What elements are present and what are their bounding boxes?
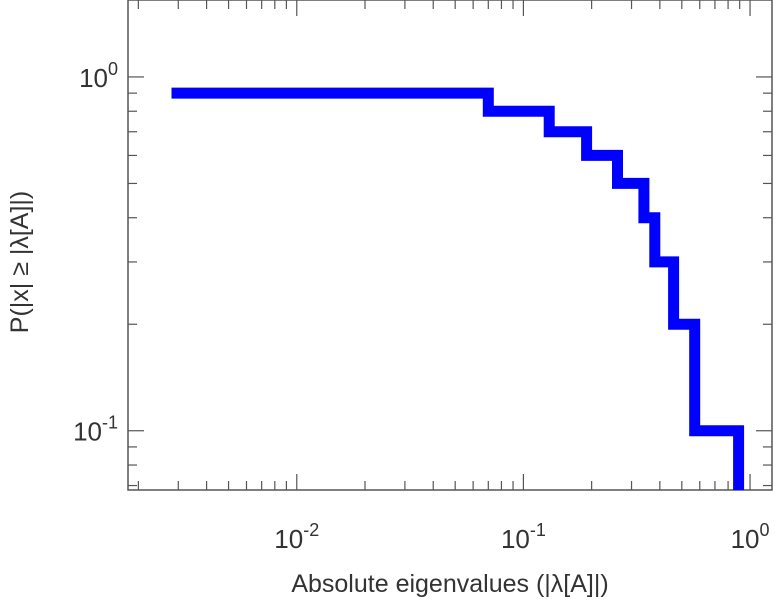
y-tick-label-base: 10 bbox=[73, 417, 102, 447]
y-tick-label: 10-1 bbox=[73, 413, 118, 447]
x-tick-label-base: 10 bbox=[731, 524, 760, 554]
y-tick-label-exponent: 0 bbox=[108, 59, 118, 79]
x-tick-label: 10-2 bbox=[274, 520, 319, 554]
x-tick-label-exponent: 0 bbox=[759, 520, 769, 540]
y-axis-label: P(|x| ≥ |λ[A]|) bbox=[6, 191, 34, 333]
series-line-0 bbox=[171, 87, 745, 490]
y-tick-label-exponent: -1 bbox=[102, 413, 118, 433]
x-axis-label: Absolute eigenvalues (|λ[A]|) bbox=[291, 570, 608, 598]
x-tick-label-base: 10 bbox=[274, 524, 303, 554]
plot-frame bbox=[127, 0, 773, 491]
x-tick-label: 10-1 bbox=[501, 520, 546, 554]
x-tick-label-exponent: -1 bbox=[530, 520, 546, 540]
series-layer bbox=[171, 87, 745, 490]
axis-ticks bbox=[128, 0, 772, 490]
x-tick-label-base: 10 bbox=[501, 524, 530, 554]
y-tick-label: 100 bbox=[79, 59, 118, 93]
y-tick-label-base: 10 bbox=[79, 63, 108, 93]
x-tick-label: 100 bbox=[731, 520, 770, 554]
x-tick-label-exponent: -2 bbox=[303, 520, 319, 540]
